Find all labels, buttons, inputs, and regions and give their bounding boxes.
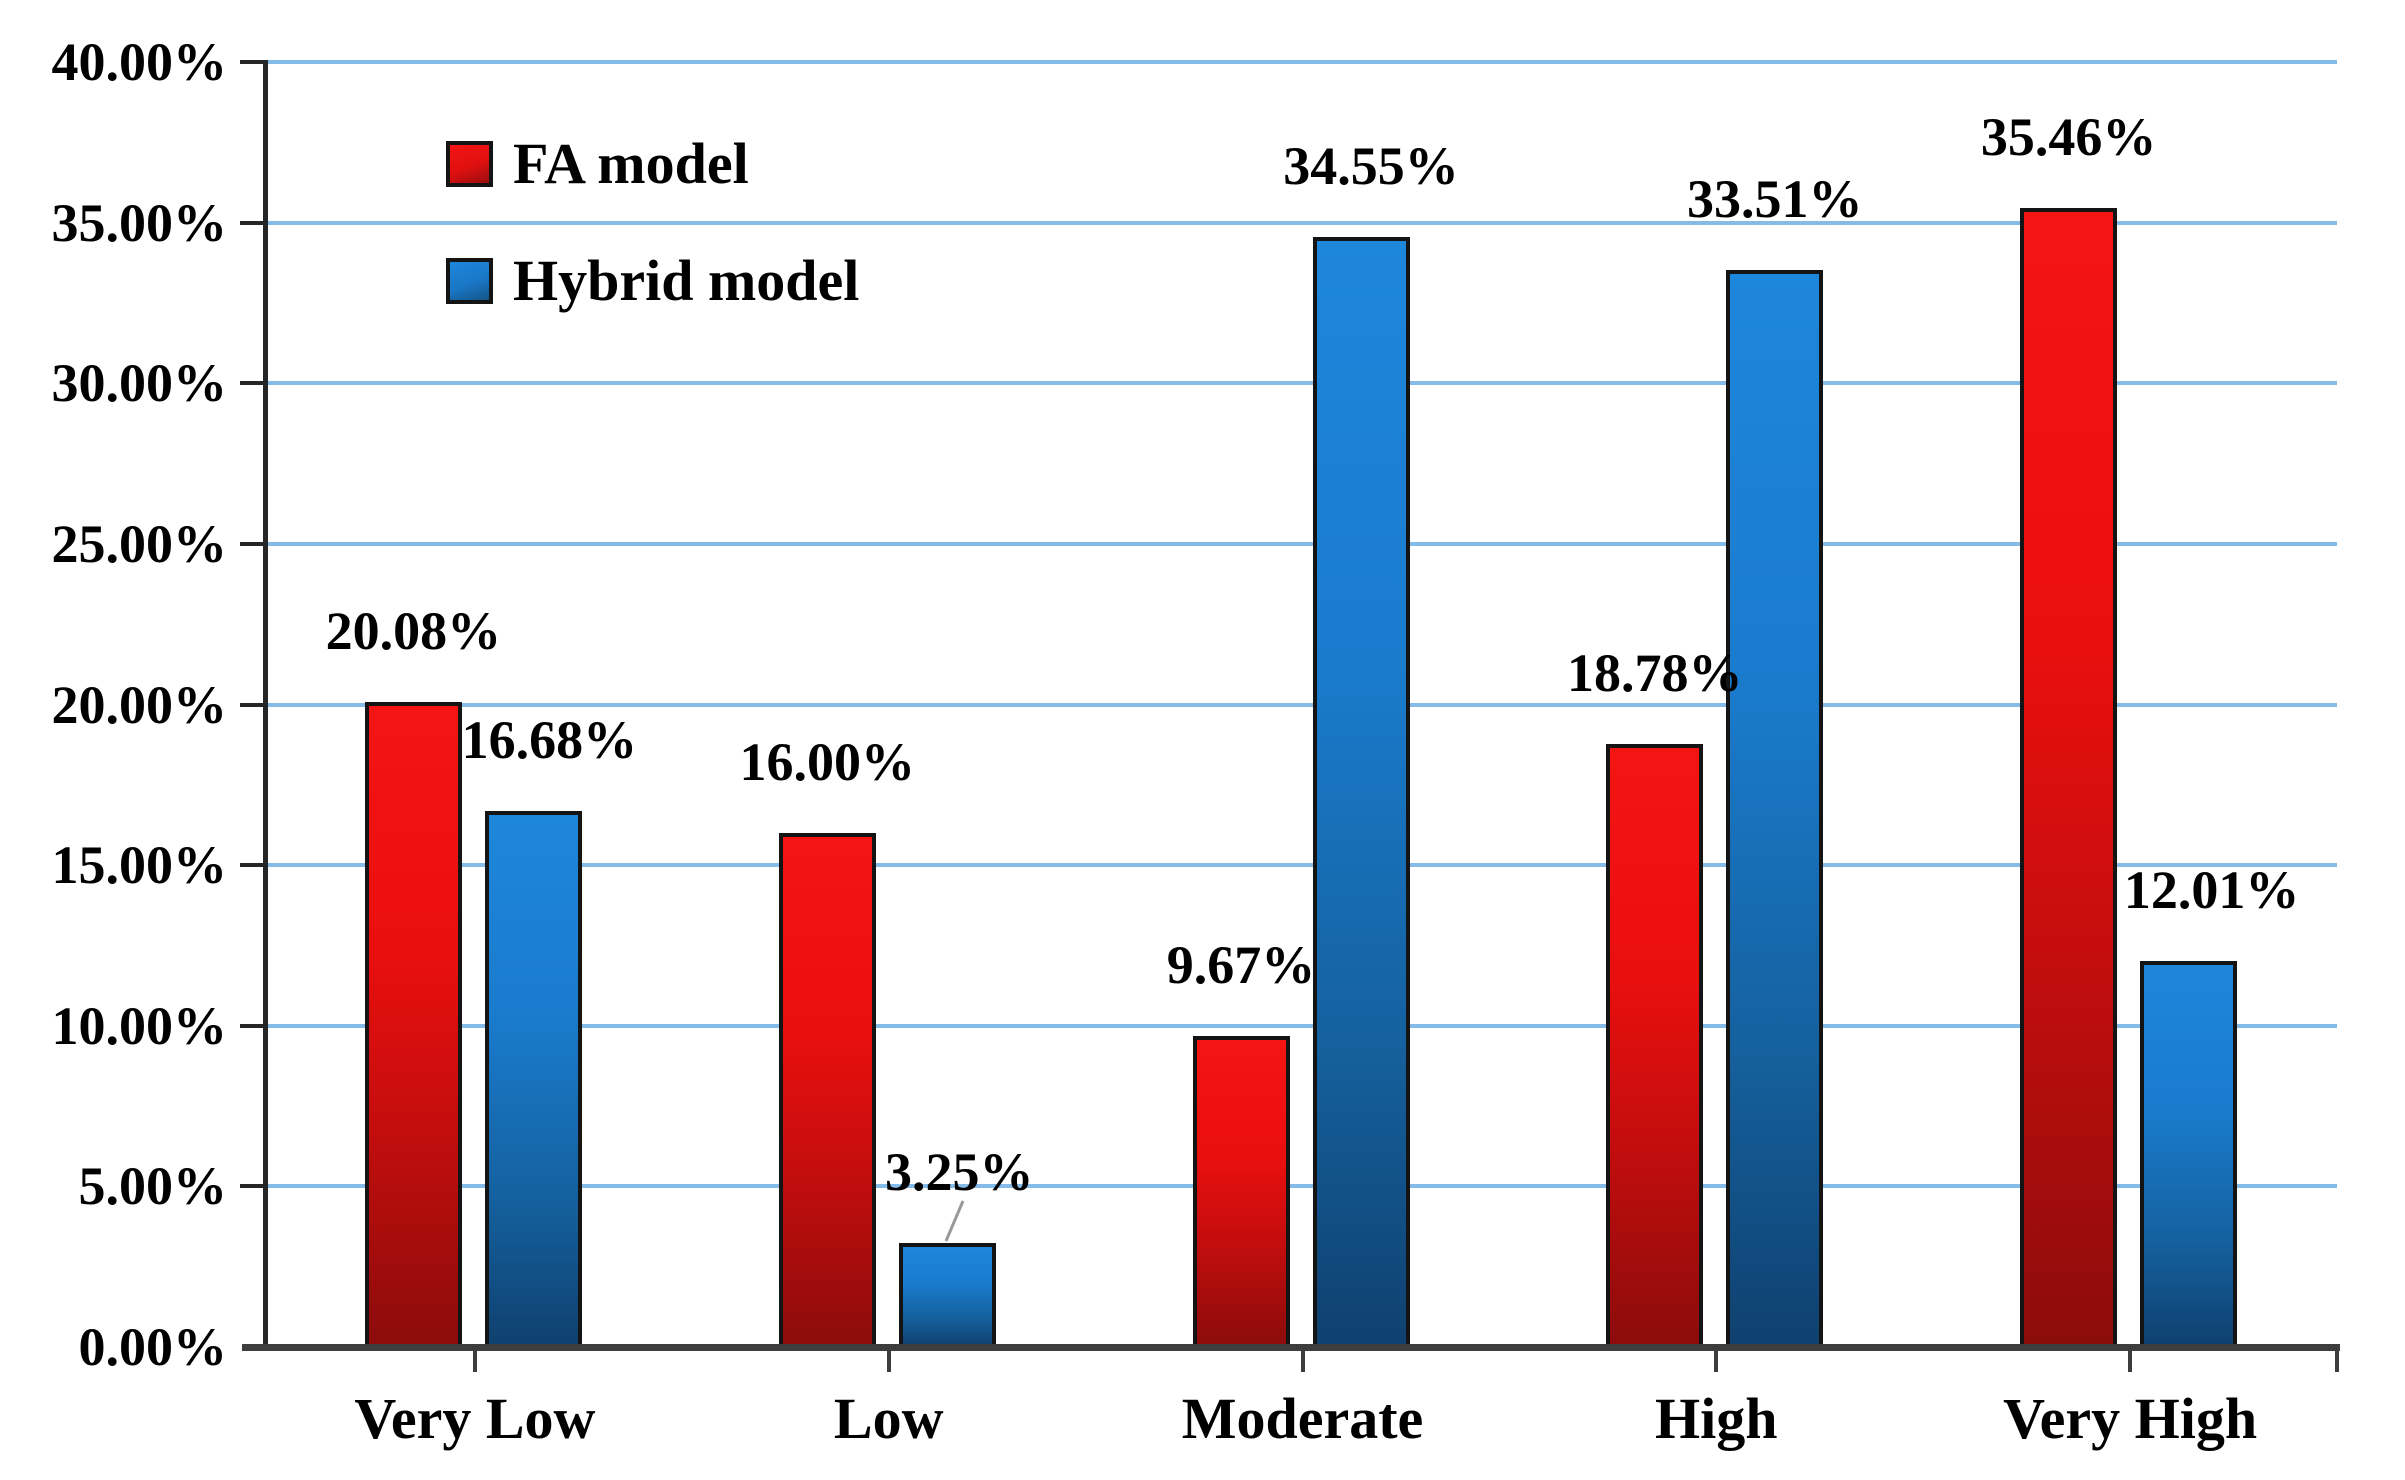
- value-label-hybrid-model-moderate: 34.55%: [1283, 136, 1459, 197]
- y-tick-mark-20: [240, 702, 267, 707]
- legend-swatch-hybrid-model-icon: [446, 258, 493, 304]
- y-tick-mark-30: [240, 381, 267, 386]
- bar-hybrid-model-very-high[interactable]: [2140, 961, 2238, 1349]
- bar-fa-model-high[interactable]: [1606, 743, 1704, 1349]
- x-tick-mark-very-low: [472, 1351, 477, 1372]
- bar-fa-model-very-low[interactable]: [364, 701, 462, 1349]
- value-label-hybrid-model-high: 33.51%: [1687, 169, 1863, 230]
- y-tick-label-40: 40.00%: [51, 32, 228, 92]
- legend-item-fa-model: FA model: [446, 135, 859, 193]
- legend: FA model Hybrid model: [446, 135, 859, 375]
- bar-hybrid-model-very-low[interactable]: [484, 811, 582, 1349]
- category-label-very-low: Very Low: [354, 1386, 596, 1451]
- category-label-very-high: Very High: [2003, 1386, 2258, 1451]
- bar-fa-model-very-high[interactable]: [2020, 207, 2118, 1349]
- y-tick-label-20: 20.00%: [51, 674, 228, 735]
- x-tick-mark-very-high: [2128, 1351, 2133, 1372]
- y-tick-mark-10: [240, 1023, 267, 1028]
- label-leader-line: [944, 1200, 965, 1242]
- bar-fa-model-low[interactable]: [778, 833, 876, 1349]
- value-label-fa-model-high: 18.78%: [1567, 642, 1743, 703]
- value-label-fa-model-very-high: 35.46%: [1980, 106, 2157, 167]
- legend-label-fa-model: FA model: [513, 131, 749, 196]
- y-tick-mark-40: [240, 60, 267, 64]
- x-tick-mark-low: [886, 1351, 891, 1372]
- bar-hybrid-model-low[interactable]: [898, 1242, 996, 1349]
- value-label-fa-model-low: 16.00%: [739, 732, 915, 792]
- gridline-40: [268, 60, 2337, 64]
- category-label-high: High: [1655, 1386, 1778, 1451]
- value-label-hybrid-model-very-low: 16.68%: [461, 710, 638, 771]
- y-tick-label-30: 30.00%: [51, 353, 228, 414]
- y-tick-label-5: 5.00%: [78, 1156, 228, 1217]
- y-tick-mark-35: [240, 220, 267, 225]
- gridline-30: [268, 381, 2337, 386]
- legend-label-hybrid-model: Hybrid model: [513, 248, 860, 313]
- x-tick-mark-moderate: [1300, 1351, 1305, 1372]
- y-tick-label-25: 25.00%: [51, 513, 228, 574]
- gridline-20: [268, 702, 2337, 707]
- gridline-15: [268, 863, 2337, 868]
- bar-hybrid-model-moderate[interactable]: [1312, 237, 1410, 1349]
- value-label-hybrid-model-low: 3.25%: [884, 1141, 1034, 1202]
- x-tick-mark-end: [2335, 1351, 2339, 1372]
- bar-fa-model-moderate[interactable]: [1192, 1036, 1290, 1349]
- value-label-fa-model-very-low: 20.08%: [325, 600, 502, 661]
- x-tick-mark-high: [1714, 1351, 1719, 1372]
- x-axis-line: [242, 1344, 2340, 1351]
- y-tick-label-0: 0.00%: [78, 1317, 228, 1377]
- legend-item-hybrid-model: Hybrid model: [446, 252, 859, 310]
- gridline-35: [268, 220, 2337, 225]
- legend-swatch-fa-model-icon: [446, 141, 493, 187]
- y-tick-label-15: 15.00%: [51, 835, 228, 896]
- y-tick-mark-5: [240, 1184, 267, 1189]
- bar-hybrid-model-high[interactable]: [1726, 270, 1824, 1349]
- y-tick-label-10: 10.00%: [51, 995, 228, 1056]
- gridline-25: [268, 541, 2337, 546]
- category-label-low: Low: [833, 1386, 944, 1451]
- value-label-hybrid-model-very-high: 12.01%: [2123, 860, 2300, 921]
- y-tick-label-35: 35.00%: [51, 192, 228, 253]
- gridline-10: [268, 1023, 2337, 1028]
- y-tick-mark-25: [240, 541, 267, 546]
- y-axis-line: [263, 60, 268, 1351]
- gridline-5: [268, 1184, 2337, 1189]
- value-label-fa-model-moderate: 9.67%: [1166, 935, 1316, 996]
- y-tick-mark-15: [240, 863, 267, 868]
- category-label-moderate: Moderate: [1181, 1386, 1424, 1451]
